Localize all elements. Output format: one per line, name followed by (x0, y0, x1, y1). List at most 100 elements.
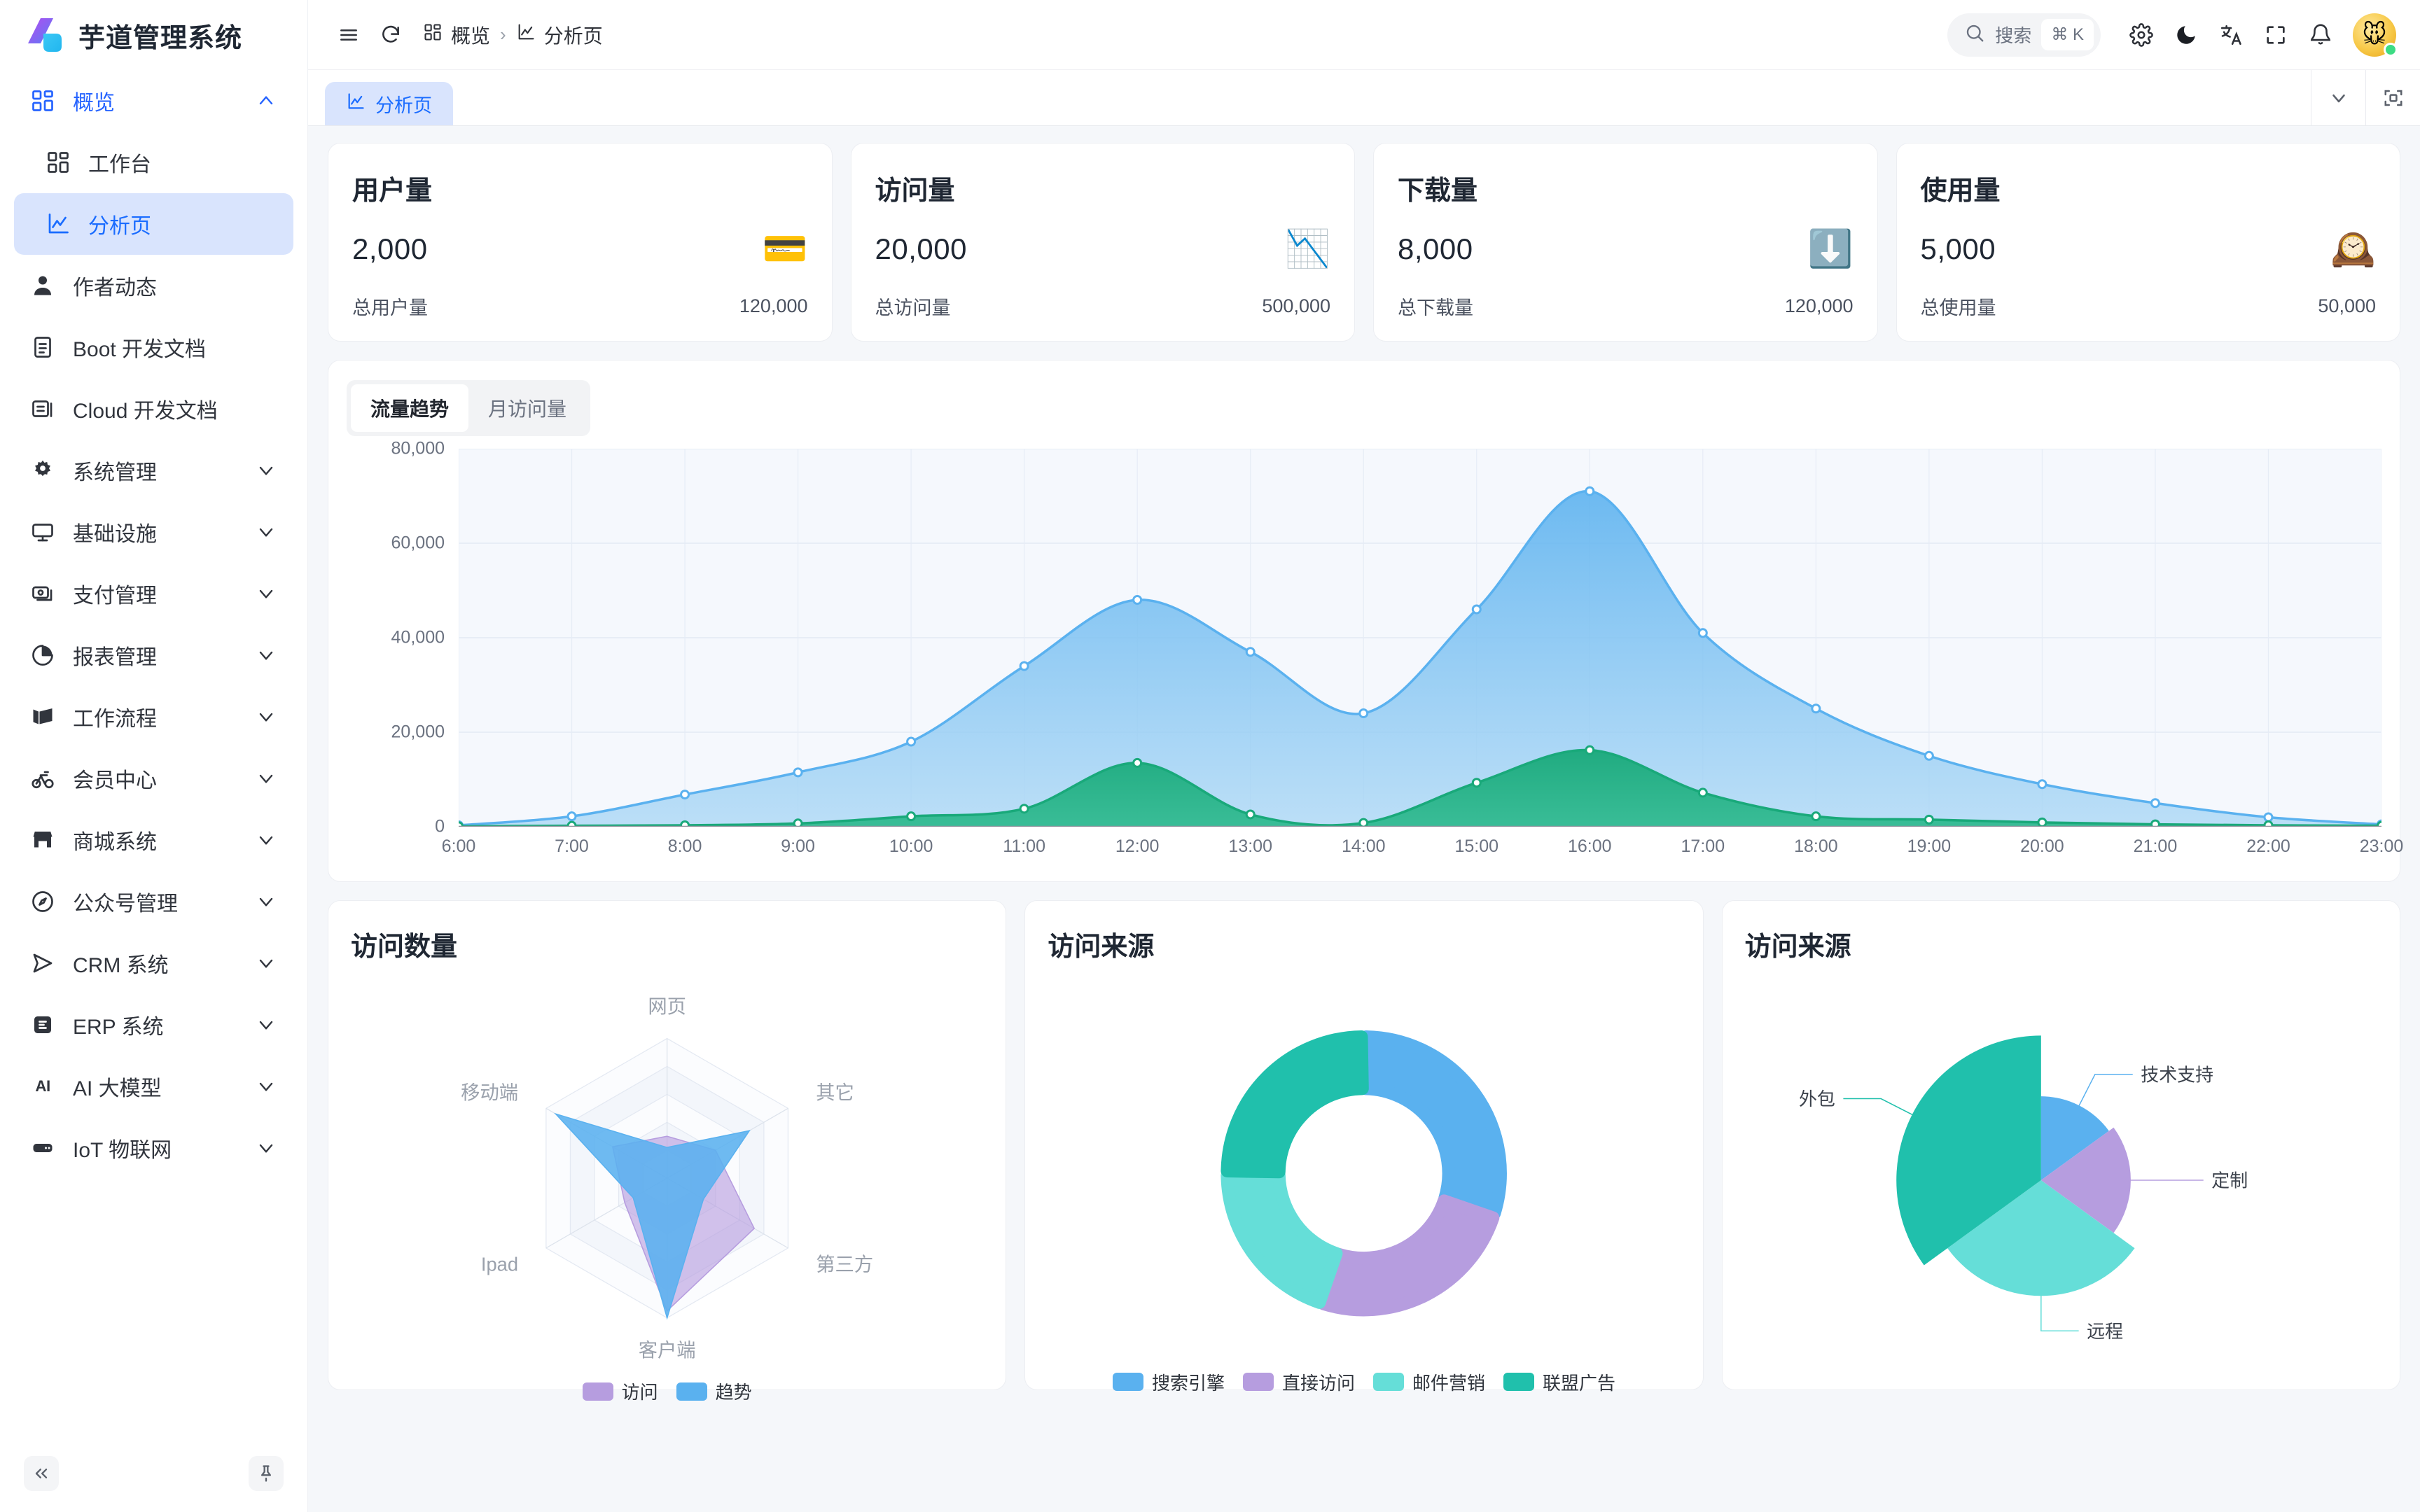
chevron-down-icon[interactable] (2311, 70, 2365, 126)
chevron-down-icon[interactable] (254, 1136, 278, 1160)
stat-card-0: 用户量 2,000 💳 总用户量 120,000 (328, 143, 833, 342)
maximize-icon[interactable] (2365, 70, 2420, 126)
x-tick-label: 16:00 (1568, 836, 1612, 856)
x-tick-label: 19:00 (1907, 836, 1952, 856)
chevron-down-icon[interactable] (254, 705, 278, 729)
chevron-down-icon[interactable] (254, 1074, 278, 1098)
legend-item[interactable]: 直接访问 (1242, 1369, 1355, 1395)
sidebar-item-6[interactable]: 系统管理 (14, 440, 293, 501)
chevron-down-icon[interactable] (254, 951, 278, 975)
refresh-icon[interactable] (370, 14, 412, 56)
chevron-up-icon[interactable] (254, 89, 278, 113)
stat-main-row: 8,000 ⬇️ (1398, 231, 1854, 267)
search-icon (1964, 22, 1985, 47)
breadcrumb-label: 分析页 (543, 24, 603, 47)
user-icon (29, 272, 56, 299)
breadcrumb-item-analysis[interactable]: 分析页 (516, 21, 603, 49)
x-tick-label: 17:00 (1681, 836, 1725, 856)
chevron-down-icon[interactable] (254, 766, 278, 790)
sidebar-item-17[interactable]: IoT 物联网 (14, 1117, 293, 1179)
sidebar-item-3[interactable]: 作者动态 (14, 255, 293, 316)
sidebar-item-7[interactable]: 基础设施 (14, 501, 293, 563)
breadcrumb-label: 概览 (451, 24, 491, 47)
y-tick-label: 20,000 (391, 722, 445, 742)
sidebar-item-14[interactable]: CRM 系统 (14, 932, 293, 994)
topbar: 概览 › 分析页 (308, 0, 2420, 70)
card-title: 访问来源 (1048, 932, 1155, 962)
sidebar-item-13[interactable]: 公众号管理 (14, 871, 293, 932)
legend-item[interactable]: 搜索引擎 (1112, 1369, 1225, 1395)
online-status-dot (2384, 42, 2398, 57)
breadcrumb-item-overview[interactable]: 概览 (423, 21, 490, 49)
legend-item[interactable]: 联盟广告 (1503, 1369, 1615, 1395)
y-tick-label: 40,000 (391, 627, 445, 648)
sidebar-item-label: 作者动态 (73, 276, 157, 300)
language-icon[interactable] (2209, 13, 2253, 57)
notification-icon[interactable] (2298, 13, 2343, 57)
area-chart-x-axis: 6:00 7:00 8:00 9:00 10:00 11:00 12:00 13:00 14:0… (442, 832, 2404, 863)
legend-label: 直接访问 (1281, 1372, 1355, 1394)
clock-icon: 🕰️ (2330, 229, 2376, 270)
sidebar-item-4[interactable]: Boot 开发文档 (14, 316, 293, 378)
sidebar-item-5[interactable]: Cloud 开发文档 (14, 378, 293, 440)
user-avatar[interactable]: 🐭 (2353, 13, 2398, 57)
breadcrumb-separator: › (500, 24, 506, 45)
stat-value: 5,000 (1920, 232, 1996, 265)
sidebar-item-label: IoT 物联网 (73, 1139, 172, 1162)
sidebar-item-label: 公众号管理 (73, 892, 178, 916)
analytics-icon (45, 211, 71, 237)
grid-icon (29, 88, 56, 114)
chevron-down-icon[interactable] (254, 1013, 278, 1037)
sidebar-item-10[interactable]: 工作流程 (14, 686, 293, 748)
sidebar-item-8[interactable]: 支付管理 (14, 563, 293, 624)
avatar-emoji: 🐭 (2362, 21, 2387, 48)
chevron-down-icon[interactable] (254, 890, 278, 913)
money-icon (29, 580, 56, 607)
sidebar-pin-button[interactable] (249, 1456, 284, 1491)
settings-icon[interactable] (2119, 13, 2164, 57)
sidebar-item-15[interactable]: ERP 系统 (14, 994, 293, 1056)
sidebar-collapse-button[interactable] (24, 1456, 59, 1491)
traffic-area-chart: 0 20,000 40,000 60,000 80,000 6:00 7:00 8:00 9:… (347, 439, 2404, 869)
dark-mode-icon[interactable] (2164, 13, 2209, 57)
chevron-down-icon[interactable] (254, 520, 278, 544)
chevron-down-icon[interactable] (254, 828, 278, 852)
credit-card-icon: 💳 (762, 229, 808, 270)
sidebar-item-label: Boot 开发文档 (73, 338, 207, 361)
sidebar-item-16[interactable]: AI AI 大模型 (14, 1056, 293, 1117)
sidebar-item-12[interactable]: 商城系统 (14, 809, 293, 871)
sidebar-logo[interactable]: 芋道管理系统 (0, 0, 307, 70)
radar-chart: 网页 其它 第三方 客户端 Ipad 移动端 (351, 963, 983, 1378)
legend-item[interactable]: 访问 (582, 1378, 658, 1404)
trend-tab-flow[interactable]: 流量趋势 (351, 384, 469, 432)
sidebar-item-0[interactable]: 概览 (14, 70, 293, 132)
y-tick-label: 80,000 (391, 438, 445, 458)
legend-label: 邮件营销 (1412, 1372, 1485, 1394)
hamburger-icon[interactable] (328, 14, 370, 56)
x-tick-label: 15:00 (1454, 836, 1499, 856)
legend-item[interactable]: 邮件营销 (1372, 1369, 1485, 1395)
page-content: 用户量 2,000 💳 总用户量 120,000 访问量 20,000 📉 总访问量 500,00… (308, 126, 2420, 1512)
trend-tab-monthly[interactable]: 月访问量 (488, 398, 567, 420)
legend-item[interactable]: 趋势 (676, 1378, 752, 1404)
sidebar-item-11[interactable]: 会员中心 (14, 748, 293, 809)
sidebar-item-label: 基础设施 (73, 523, 157, 546)
document-icon (29, 334, 56, 360)
chevron-down-icon[interactable] (254, 643, 278, 667)
stat-main-row: 2,000 💳 (352, 231, 808, 267)
tab-analysis[interactable]: 分析页 (325, 82, 453, 125)
sidebar: 芋道管理系统 概览 工作台 分析页作者动态 Boot 开发文档 Cloud 开发文档 系统… (0, 0, 308, 1512)
fullscreen-icon[interactable] (2253, 13, 2298, 57)
grid-icon (423, 22, 443, 47)
chevron-down-icon[interactable] (254, 458, 278, 482)
stat-title: 下载量 (1398, 176, 1478, 206)
y-tick-label: 60,000 (391, 533, 445, 553)
sidebar-item-2[interactable]: 分析页 (14, 193, 293, 255)
stat-footer-row: 总用户量 120,000 (352, 293, 808, 320)
sidebar-item-1[interactable]: 工作台 (14, 132, 293, 193)
chevron-down-icon[interactable] (254, 582, 278, 606)
search-input[interactable]: 搜索 ⌘ K (1947, 13, 2101, 57)
legend-label: 趋势 (715, 1382, 752, 1404)
search-shortcut: ⌘ K (2041, 19, 2094, 50)
sidebar-item-9[interactable]: 报表管理 (14, 624, 293, 686)
